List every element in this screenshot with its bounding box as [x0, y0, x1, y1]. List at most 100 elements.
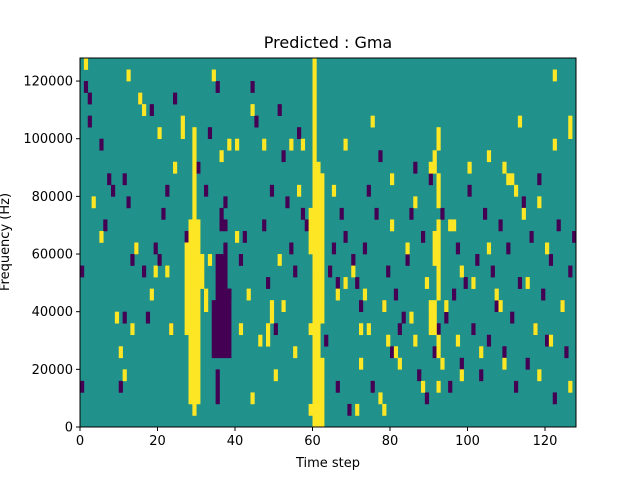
heatmap-cell-high [436, 219, 441, 232]
heatmap-cell-high [192, 138, 197, 151]
heatmap-cell-low [223, 254, 228, 266]
heatmap-cell-low [490, 265, 495, 278]
heatmap-cell-high [502, 161, 507, 174]
heatmap-cell-high [157, 127, 162, 140]
heatmap-cell-high [316, 196, 321, 209]
heatmap-cell-high [91, 196, 96, 209]
y-tick-label: 120000 [23, 75, 73, 90]
heatmap-cell-high [440, 357, 445, 370]
heatmap-cell-high [320, 277, 325, 289]
y-axis: 0 20000 40000 60000 80000 100000 120000 [23, 75, 80, 436]
heatmap-cell-high [459, 369, 464, 382]
heatmap-cell-low [297, 127, 302, 140]
heatmap-cell-low [103, 219, 108, 232]
heatmap-cell-high [421, 380, 426, 393]
heatmap-cell-high [196, 357, 201, 370]
heatmap-cell-high [409, 311, 414, 324]
heatmap-cell-low [266, 277, 271, 289]
heatmap-cell-low [564, 346, 569, 359]
heatmap-cell-high [548, 334, 554, 347]
y-tick-label: 0 [65, 421, 73, 436]
heatmap-cell-low [161, 207, 166, 220]
heatmap-cell-high [316, 207, 321, 220]
heatmap-cell-high [335, 288, 340, 301]
heatmap-cell-high [184, 300, 189, 312]
heatmap-cell-high [320, 392, 325, 405]
heatmap-cell-low [448, 380, 453, 393]
heatmap-cell-high [510, 173, 515, 186]
heatmap-cell-high [537, 369, 542, 382]
heatmap-cell-low [390, 346, 395, 359]
heatmap-cell-high [134, 242, 139, 255]
y-axis-label: Frequency (Hz) [0, 193, 13, 291]
heatmap-cell-high [219, 150, 224, 163]
heatmap-cell-high [192, 323, 197, 336]
heatmap-cell-low [324, 334, 329, 347]
heatmap-cell-high [114, 311, 120, 324]
heatmap-cell-high [184, 288, 189, 301]
heatmap-cell-high [250, 104, 255, 116]
heatmap-cell-high [436, 173, 441, 186]
heatmap-cell-high [188, 323, 193, 336]
heatmap-cell-low [215, 369, 220, 382]
heatmap-cell-low [145, 311, 151, 324]
heatmap-cell-high [188, 242, 193, 255]
heatmap-cell-low [471, 323, 476, 336]
heatmap-cell-high [320, 219, 325, 232]
heatmap-cell-high [316, 415, 321, 428]
heatmap-cell-low [281, 150, 286, 163]
heatmap-cell-low [223, 277, 228, 289]
heatmap-cell-high [537, 196, 542, 209]
heatmap-cell-low [223, 300, 228, 312]
heatmap-cell-high [320, 380, 325, 393]
heatmap-cell-low [393, 288, 399, 301]
heatmap-cell-high [184, 277, 189, 289]
heatmap-cell-high [312, 173, 317, 186]
heatmap-cell-low [126, 196, 131, 209]
heatmap-cell-high [331, 184, 337, 197]
heatmap-cell-high [432, 323, 437, 336]
heatmap-cell-high [370, 115, 375, 128]
heatmap-cell-high [366, 323, 371, 336]
heatmap-cell-high [227, 138, 232, 151]
heatmap-cell-low [517, 277, 523, 289]
heatmap-cell-high [196, 334, 201, 347]
heatmap-cell-low [223, 196, 228, 209]
heatmap-cell-high [126, 69, 131, 82]
heatmap-cell-low [215, 265, 220, 278]
heatmap-cell-low [80, 265, 85, 278]
heatmap-cell-low [444, 311, 449, 324]
heatmap-cell-high [196, 277, 201, 289]
heatmap-cell-low [223, 288, 228, 301]
heatmap-cell-high [351, 265, 356, 278]
heatmap-cell-high [312, 184, 317, 197]
heatmap-cell-high [316, 323, 321, 336]
heatmap-cell-high [382, 300, 387, 312]
heatmap-cell-high [390, 219, 395, 232]
heatmap-cell-high [204, 288, 209, 301]
x-tick-label: 60 [304, 434, 321, 449]
heatmap-cell-high [514, 184, 519, 197]
heatmap-cell-low [107, 173, 112, 186]
heatmap-cell-high [502, 357, 507, 370]
heatmap-cell-low [215, 254, 220, 266]
heatmap-cell-low [250, 81, 255, 93]
heatmap-cell-high [316, 300, 321, 312]
heatmap-cell-high [467, 161, 472, 174]
heatmap-cell-high [188, 357, 193, 370]
heatmap-cell-low [83, 81, 89, 93]
heatmap-cell-low [548, 254, 554, 266]
heatmap-cell-high [320, 265, 325, 278]
heatmap-cell-high [486, 242, 492, 255]
heatmap-cell-high [192, 392, 197, 405]
heatmap-cell-high [196, 369, 201, 382]
heatmap-cell-high [188, 277, 193, 289]
heatmap-cell-high [173, 161, 178, 174]
heatmap-cell-high [312, 392, 317, 405]
heatmap-cell-low [417, 369, 422, 382]
heatmap-cell-high [413, 334, 418, 347]
heatmap-cell-low [413, 161, 418, 174]
heatmap-cell-high [192, 380, 197, 393]
heatmap-cell-high [196, 265, 201, 278]
